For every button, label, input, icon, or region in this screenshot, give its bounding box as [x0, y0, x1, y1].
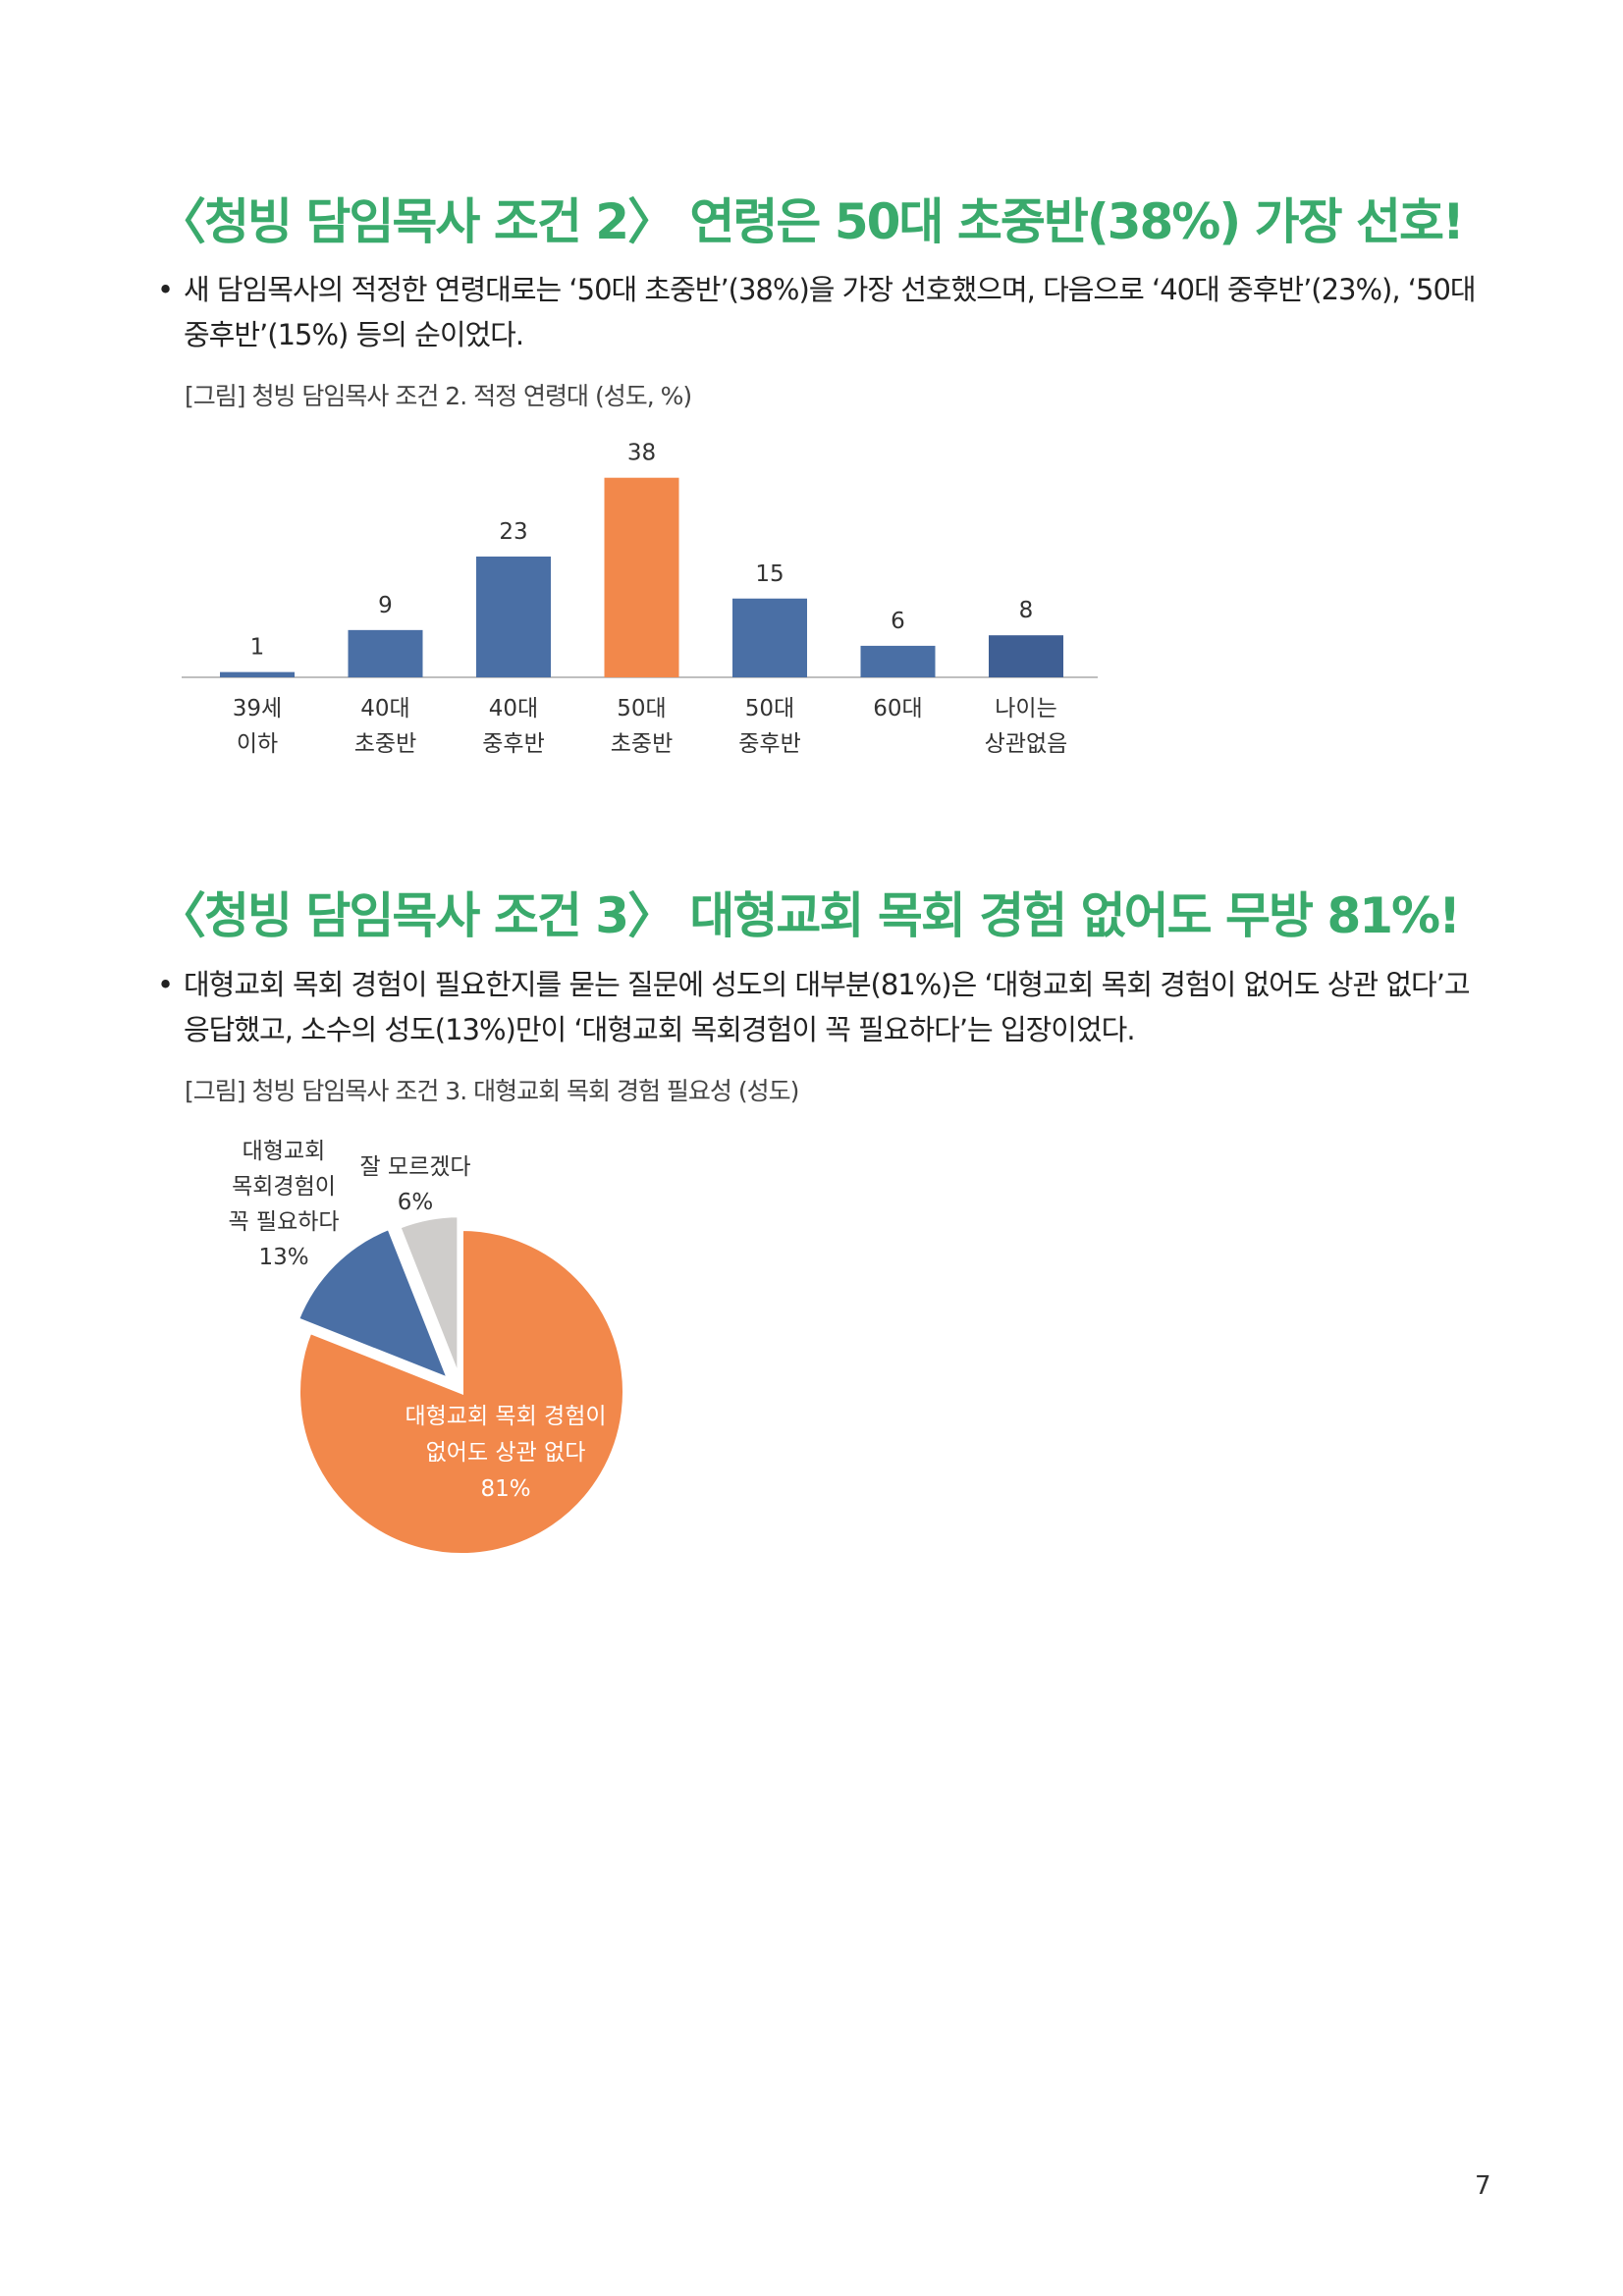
bar-value-label: 6	[891, 609, 905, 634]
bar-value-label: 15	[755, 561, 784, 587]
page-number: 7	[1475, 2171, 1491, 2201]
pie-slice-label: 잘 모르겠다	[359, 1154, 470, 1180]
pie-slice-label: 목회경험이	[232, 1174, 336, 1200]
category-label: 초중반	[611, 731, 673, 757]
category-label: 50대	[617, 696, 666, 721]
category-label: 이하	[237, 731, 278, 757]
bar-value-label: 9	[378, 593, 393, 618]
figure-caption-experience: [그림] 청빙 담임목사 조건 3. 대형교회 목회 경험 필요성 (성도)	[185, 1077, 799, 1105]
category-label: 나이는	[995, 696, 1056, 721]
pie-slice-label: 6%	[398, 1190, 434, 1215]
bar-value-label: 23	[499, 519, 527, 545]
bar	[860, 645, 936, 677]
bullet-age: • 새 담임목사의 적정한 연령대로는 ‘50대 초중반’(38%)을 가장 선…	[157, 267, 1492, 357]
bullet-dot: •	[157, 273, 174, 306]
bullet-experience: • 대형교회 목회 경험이 필요한지를 묻는 질문에 성도의 대부분(81%)은…	[157, 962, 1492, 1052]
bar-value-label: 38	[627, 441, 656, 466]
bar	[476, 556, 551, 677]
bar-value-label: 1	[250, 635, 265, 661]
pie-slice-label: 없어도 상관 없다	[426, 1440, 586, 1466]
category-label: 초중반	[354, 731, 416, 757]
category-label: 중후반	[482, 731, 544, 757]
pie-slice-label: 꼭 필요하다	[228, 1209, 339, 1235]
section-title-age: 〈청빙 담임목사 조건 2〉 연령은 50대 초중반(38%) 가장 선호!	[157, 193, 1465, 250]
pie-slice	[295, 1225, 453, 1383]
category-label: 상관없음	[985, 731, 1068, 757]
bar	[220, 671, 295, 677]
bullet-text: 새 담임목사의 적정한 연령대로는 ‘50대 초중반’(38%)을 가장 선호했…	[184, 273, 1477, 351]
section-title-experience: 〈청빙 담임목사 조건 3〉 대형교회 목회 경험 없어도 무방 81%!	[157, 887, 1461, 944]
pie-slice-label: 13%	[258, 1245, 308, 1270]
category-label: 중후반	[738, 731, 800, 757]
bullet-text: 대형교회 목회 경험이 필요한지를 묻는 질문에 성도의 대부분(81%)은 ‘…	[184, 968, 1471, 1046]
bar	[989, 635, 1063, 677]
bar	[348, 629, 423, 677]
bar	[604, 477, 679, 677]
pie-slice	[297, 1226, 626, 1557]
pie-slice-label: 81%	[480, 1476, 530, 1502]
bullet-dot: •	[157, 968, 174, 1001]
bar-value-label: 8	[1019, 598, 1034, 623]
category-label: 50대	[745, 696, 794, 721]
category-label: 60대	[873, 696, 922, 721]
category-label: 39세	[233, 696, 282, 721]
category-label: 40대	[489, 696, 538, 721]
figure-caption-age: [그림] 청빙 담임목사 조건 2. 적정 연령대 (성도, %)	[185, 382, 692, 410]
pie-slice	[396, 1213, 461, 1379]
bar	[732, 598, 807, 677]
pie-slice-label: 대형교회	[243, 1139, 326, 1164]
pie-slice-label: 대형교회 목회 경험이	[405, 1404, 606, 1429]
category-label: 40대	[360, 696, 409, 721]
